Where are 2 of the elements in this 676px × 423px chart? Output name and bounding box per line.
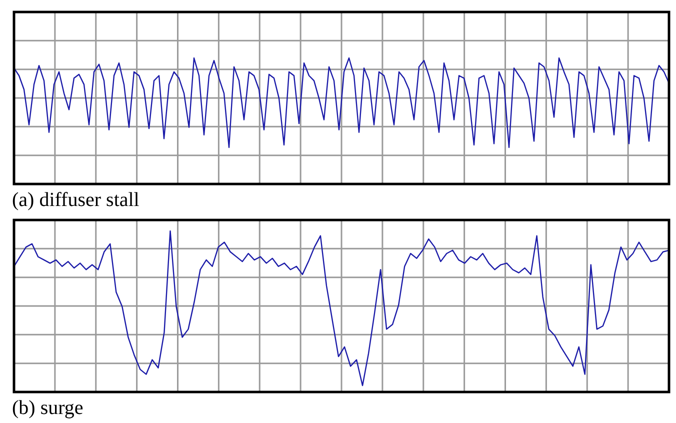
text: (b) surge xyxy=(11,396,84,420)
text: (a) diffuser stall xyxy=(11,188,140,212)
